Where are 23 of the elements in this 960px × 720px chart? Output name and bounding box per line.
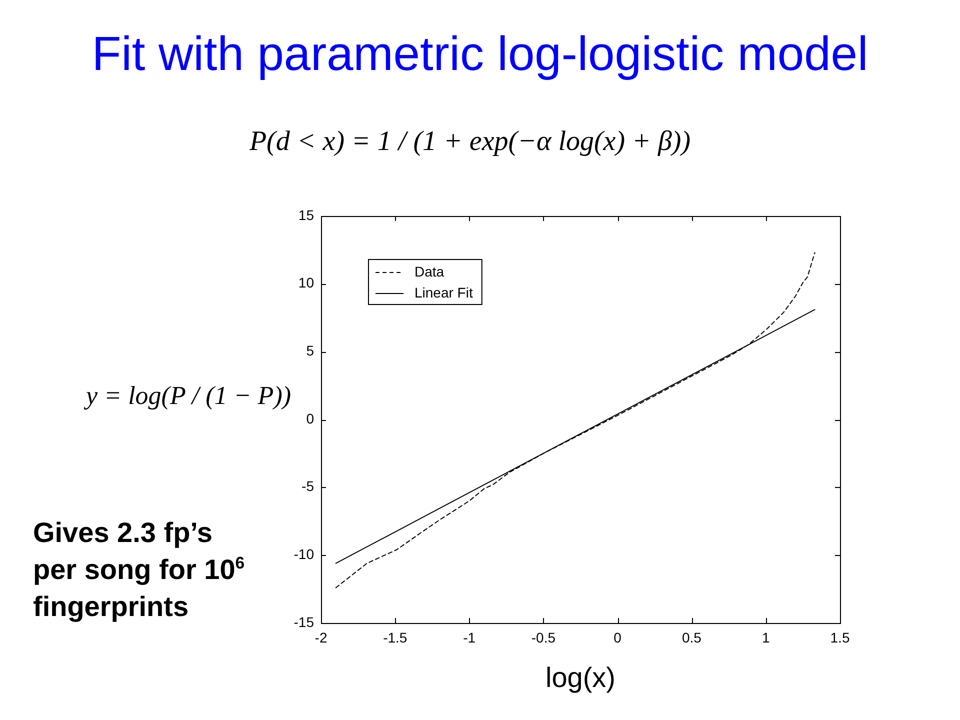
x-tick-label: 1 — [762, 629, 770, 646]
x-tick-label: -0.5 — [531, 629, 556, 646]
text: P(d < x) = 1 / (1 + exp(−α log(x) + β)) — [248, 126, 692, 158]
legend-label: Data — [414, 263, 444, 280]
x-tick-label: 0.5 — [682, 629, 702, 646]
y-tick-label: 15 — [298, 206, 314, 223]
y-tick-label: -15 — [294, 614, 314, 630]
chart-title: Fit with parametric log-logistic model — [90, 28, 870, 82]
y-tick-label: -5 — [302, 478, 314, 494]
line-series — [335, 252, 816, 588]
x-axis-title: log(x) — [544, 661, 616, 695]
y-tick-label: -10 — [294, 546, 314, 562]
y-tick-label: 10 — [298, 274, 314, 291]
x-tick-label: -2 — [314, 629, 328, 646]
x-tick-label: -1 — [463, 629, 476, 646]
legend-label: Linear Fit — [414, 284, 473, 300]
text: y = log(P / (1 − P)) — [86, 381, 292, 411]
x-tick-label: -1.5 — [383, 629, 408, 646]
x-tick-label: 1.5 — [830, 629, 850, 646]
text: Gives 2.3 fp’s per song for 10$^{6}$ fingerprints — [33, 517, 245, 622]
x-tick-label: 0 — [614, 629, 622, 646]
y-tick-label: 5 — [306, 342, 314, 359]
y-tick-label: 0 — [306, 410, 314, 426]
